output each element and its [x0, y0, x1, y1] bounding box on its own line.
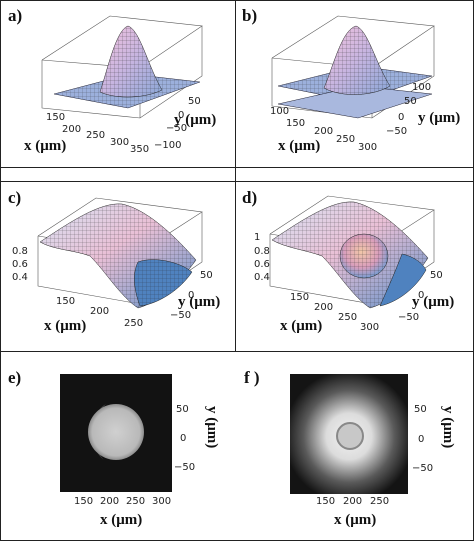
panel-c-z-tick: 0.4: [12, 272, 28, 283]
panel-divider-row1: [0, 167, 474, 168]
panel-a-x-tick: 350: [130, 144, 150, 155]
panel-c-y-axis-title: y (μm): [178, 294, 221, 310]
panel-a-x-tick: 300: [110, 137, 130, 148]
panel-c-x-axis-title: x (μm): [44, 318, 87, 334]
panel-f-y-tick: 50: [414, 404, 427, 415]
panel-c-y-tick: 50: [200, 270, 213, 281]
panel-d-y-axis-title: y (μm): [412, 294, 455, 310]
panel-c-label: c): [8, 188, 22, 207]
panel-c-surface-plot: [37, 197, 203, 309]
panel-b-y-tick: 50: [404, 96, 417, 107]
panel-a-y-tick: 50: [188, 96, 201, 107]
panel-divider-row3: [0, 351, 474, 352]
panel-c-y-tick: −50: [170, 310, 192, 321]
panel-a-x-tick: 150: [46, 112, 66, 123]
panel-a-y-tick: 0: [178, 110, 185, 121]
panel-f-inner-ring: [336, 422, 364, 450]
panel-f-label: f ): [244, 368, 260, 387]
panel-d-y-tick: −50: [398, 312, 420, 323]
panel-b-lower-plane: [277, 85, 433, 119]
panel-b-surface-plot: [271, 15, 435, 119]
panel-d-x-tick: 250: [338, 312, 358, 323]
panel-d-z-tick: 0.8: [254, 246, 270, 257]
panel-divider-row2: [0, 181, 474, 182]
panel-b-x-tick: 100: [270, 106, 290, 117]
panel-d-x-tick: 150: [290, 292, 310, 303]
panel-c-y-tick: 0: [188, 290, 195, 301]
panel-d-label: d): [242, 188, 258, 207]
panel-d-trough: [379, 253, 427, 307]
panel-b-label: b): [242, 6, 258, 25]
panel-e-x-tick: 250: [126, 496, 146, 507]
panel-e-y-axis-title: y (μm): [204, 406, 220, 449]
panel-f-y-axis-title: y (μm): [440, 406, 456, 449]
panel-a-surface-plot: [41, 15, 203, 119]
panel-d-z-tick: 0.4: [254, 272, 270, 283]
panel-b-x-tick: 200: [314, 126, 334, 137]
panel-b-y-tick: 0: [398, 112, 405, 123]
panel-b-x-tick: 300: [358, 142, 378, 153]
panel-c-z-tick: 0.6: [12, 259, 28, 270]
panel-c-x-tick: 150: [56, 296, 76, 307]
panel-a-x-tick: 200: [62, 124, 82, 135]
panel-e-x-tick: 300: [152, 496, 172, 507]
panel-b-y-axis-title: y (μm): [418, 110, 461, 126]
panel-d-y-tick: 50: [430, 270, 443, 281]
panel-b-x-tick: 250: [336, 134, 356, 145]
panel-f-x-tick: 200: [343, 496, 363, 507]
panel-d-z-tick: 1: [254, 232, 261, 243]
panel-c-x-tick: 250: [124, 318, 144, 329]
panel-a-x-tick: 250: [86, 130, 106, 141]
panel-e-x-tick: 200: [100, 496, 120, 507]
panel-f-intensity-image: [290, 374, 408, 494]
panel-e-y-tick: 50: [176, 404, 189, 415]
panel-a-y-axis-title: y (μm): [174, 112, 217, 128]
panel-e-x-tick: 150: [74, 496, 94, 507]
panel-e-label: e): [8, 368, 22, 387]
panel-e-bright-disk: [88, 404, 144, 460]
panel-b-y-tick: 100: [412, 82, 432, 93]
panel-f-y-tick: −50: [412, 463, 434, 474]
panel-e-y-tick: 0: [180, 433, 187, 444]
panel-d-x-tick: 300: [360, 322, 380, 333]
panel-divider-vertical: [235, 0, 236, 352]
panel-a-x-axis-title: x (μm): [24, 138, 67, 154]
panel-d-z-tick: 0.6: [254, 259, 270, 270]
panel-b-y-tick: −50: [386, 126, 408, 137]
panel-d-x-axis-title: x (μm): [280, 318, 323, 334]
panel-f-y-tick: 0: [418, 434, 425, 445]
panel-e-y-tick: −50: [174, 462, 196, 473]
panel-c-z-tick: 0.8: [12, 246, 28, 257]
panel-f-x-tick: 250: [370, 496, 390, 507]
panel-f-x-tick: 150: [316, 496, 336, 507]
panel-d-surface-plot: [269, 195, 435, 309]
panel-b-x-tick: 150: [286, 118, 306, 129]
panel-e-x-axis-title: x (μm): [100, 512, 143, 528]
panel-a-y-tick: −100: [154, 140, 182, 151]
panel-a-label: a): [8, 6, 23, 25]
panel-b-x-axis-title: x (μm): [278, 138, 321, 154]
panel-a-y-tick: −50: [166, 123, 188, 134]
panel-f-x-axis-title: x (μm): [334, 512, 377, 528]
panel-e-intensity-image: [60, 374, 172, 492]
panel-c-x-tick: 200: [90, 306, 110, 317]
panel-d-y-tick: 0: [418, 290, 425, 301]
panel-d-x-tick: 200: [314, 302, 334, 313]
